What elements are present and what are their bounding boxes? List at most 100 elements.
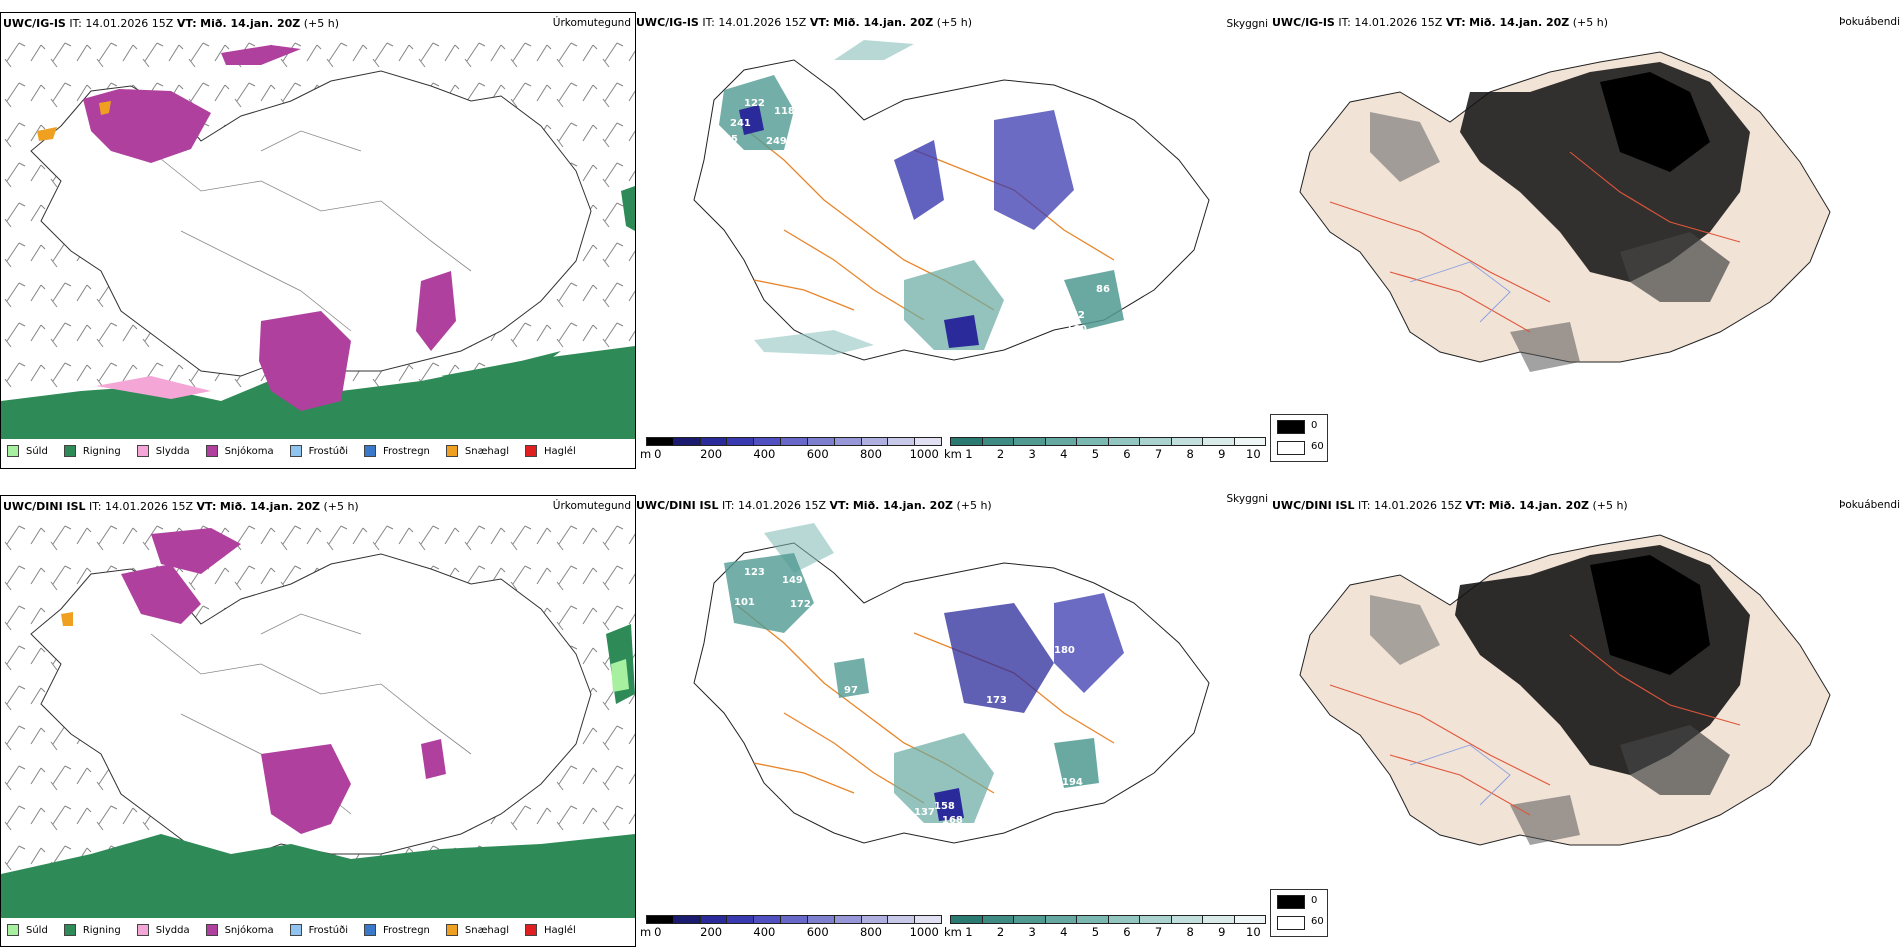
- model-name: UWC/IG-IS: [636, 16, 699, 29]
- swatch-snjokoma: [205, 445, 218, 457]
- precip-map: [1, 31, 635, 439]
- init-time: 14.01.2026 15Z: [1374, 499, 1463, 512]
- swatch-slydda: [136, 924, 149, 936]
- swatch-suld: [7, 445, 19, 457]
- lead-time: (+5 h): [303, 17, 340, 30]
- legend-item-suld: Súld: [7, 445, 48, 457]
- swatch-haglel: [525, 924, 538, 936]
- ceiling-label: 185: [952, 360, 973, 371]
- fog-swatch-0: [1277, 420, 1305, 434]
- legend-item-haglel: Haglél: [525, 445, 576, 457]
- ceiling-colorbar: [646, 915, 942, 924]
- visibility-colorbar: [950, 915, 1266, 924]
- ceiling-label: 137: [914, 807, 935, 818]
- swatch-frostregn: [364, 924, 376, 936]
- ceiling-label: 152: [1064, 310, 1085, 321]
- ceiling-label: 249: [766, 136, 787, 147]
- fog-swatch-60: [1277, 916, 1305, 930]
- ceiling-label: 158: [934, 801, 955, 812]
- ceiling-label: 194: [1062, 777, 1083, 788]
- visibility-panel: UWC/DINI ISL IT: 14.01.2026 15Z VT: Mið.…: [634, 493, 1270, 939]
- precip-type-panel: UWC/IG-IS IT: 14.01.2026 15Z VT: Mið. 14…: [0, 12, 636, 469]
- model-name: UWC/IG-IS: [3, 17, 66, 30]
- legend-item-frostudi: Frostúði: [289, 445, 348, 457]
- ceiling-label: 85: [724, 134, 738, 145]
- legend-item-slydda: Slydda: [136, 445, 190, 457]
- ceiling-label: 241: [730, 118, 751, 129]
- legend-item-slydda: Slydda: [136, 924, 190, 936]
- model-name: UWC/DINI ISL: [1272, 499, 1355, 512]
- panel-title: UWC/IG-IS IT: 14.01.2026 15Z VT: Mið. 14…: [636, 16, 973, 29]
- init-time: 14.01.2026 15Z: [85, 17, 174, 30]
- ceiling-label: 140: [786, 136, 807, 147]
- init-time: 14.01.2026 15Z: [738, 499, 827, 512]
- row-ig-is: UWC/IG-IS IT: 14.01.2026 15Z VT: Mið. 14…: [0, 12, 1900, 469]
- legend-item-frostudi: Frostúði: [289, 924, 348, 936]
- swatch-snaehagl: [445, 924, 458, 936]
- valid-time: Mið. 14.jan. 20Z: [1469, 16, 1570, 29]
- panel-name: Þokuábendi: [1839, 16, 1900, 28]
- fog-map: [1270, 515, 1900, 919]
- ceiling-label: 36: [916, 366, 930, 377]
- panel-title: UWC/IG-IS IT: 14.01.2026 15Z VT: Mið. 14…: [3, 17, 340, 30]
- ceiling-label: 86: [1096, 284, 1110, 295]
- ceiling-label: 123: [744, 567, 765, 578]
- precip-legend: Súld Rigning Slydda Snjókoma Frostúði Fr…: [7, 441, 592, 461]
- swatch-frostudi: [289, 445, 302, 457]
- fog-panel: UWC/IG-IS IT: 14.01.2026 15Z VT: Mið. 14…: [1270, 12, 1900, 467]
- panel-title: UWC/DINI ISL IT: 14.01.2026 15Z VT: Mið.…: [1272, 499, 1628, 512]
- valid-time: Mið. 14.jan. 20Z: [852, 499, 953, 512]
- init-time: 14.01.2026 15Z: [105, 500, 194, 513]
- precip-legend: Súld Rigning Slydda Snjókoma Frostúði Fr…: [7, 920, 592, 940]
- panel-name: Úrkomutegund: [552, 500, 631, 512]
- panel-name: Skyggni: [1226, 18, 1269, 30]
- ceiling-label: 168: [942, 815, 963, 826]
- swatch-suld: [7, 924, 19, 936]
- visibility-map: 123 149 101 172 180 173 97 194 158 168 1…: [634, 513, 1270, 911]
- panel-title: UWC/DINI ISL IT: 14.01.2026 15Z VT: Mið.…: [3, 500, 359, 513]
- legend-item-snaehagl: Snæhagl: [445, 445, 509, 457]
- swatch-rigning: [63, 924, 76, 936]
- swatch-frostudi: [289, 924, 302, 936]
- panel-title: UWC/IG-IS IT: 14.01.2026 15Z VT: Mið. 14…: [1272, 16, 1609, 29]
- ceiling-label: 149: [782, 575, 803, 586]
- fog-legend: 0 60: [1270, 414, 1328, 462]
- valid-time: Mið. 14.jan. 20Z: [219, 500, 320, 513]
- fog-swatch-0: [1277, 895, 1305, 909]
- legend-item-rigning: Rigning: [63, 445, 121, 457]
- ceiling-unit: m: [640, 925, 652, 939]
- swatch-rigning: [63, 445, 76, 457]
- valid-time: Mið. 14.jan. 20Z: [1488, 499, 1589, 512]
- precip-type-panel: UWC/DINI ISL IT: 14.01.2026 15Z VT: Mið.…: [0, 495, 636, 947]
- lead-time: (+5 h): [323, 500, 359, 513]
- swatch-slydda: [136, 445, 149, 457]
- panel-name: Úrkomutegund: [552, 17, 631, 29]
- fog-panel: UWC/DINI ISL IT: 14.01.2026 15Z VT: Mið.…: [1270, 495, 1900, 945]
- legend-item-snjokoma: Snjókoma: [205, 924, 274, 936]
- panel-title: UWC/DINI ISL IT: 14.01.2026 15Z VT: Mið.…: [636, 499, 992, 512]
- ceiling-label: 97: [844, 685, 858, 696]
- lead-time: (+5 h): [936, 16, 973, 29]
- valid-time: Mið. 14.jan. 20Z: [833, 16, 934, 29]
- valid-time: Mið. 14.jan. 20Z: [200, 17, 301, 30]
- fog-swatch-60: [1277, 441, 1305, 455]
- fog-map: [1270, 32, 1900, 442]
- fog-legend: 0 60: [1270, 889, 1328, 937]
- ceiling-label: 180: [1054, 645, 1075, 656]
- precip-map: [1, 514, 635, 918]
- visibility-map: 122 118 241 249 140 85 86 152 160 185 22…: [634, 30, 1270, 430]
- model-name: UWC/DINI ISL: [3, 500, 86, 513]
- swatch-frostregn: [364, 445, 376, 457]
- ceiling-label: 122: [744, 98, 765, 109]
- swatch-snjokoma: [205, 924, 218, 936]
- visibility-colorbar: [950, 437, 1266, 446]
- ceiling-label: 101: [734, 597, 755, 608]
- legend-item-snjokoma: Snjókoma: [205, 445, 274, 457]
- ceiling-label: 172: [790, 599, 811, 610]
- ceiling-label: 160: [1066, 324, 1087, 335]
- ceiling-label: 118: [774, 106, 795, 117]
- legend-item-suld: Súld: [7, 924, 48, 936]
- lead-time: (+5 h): [1572, 16, 1609, 29]
- legend-item-haglel: Haglél: [525, 924, 576, 936]
- swatch-haglel: [525, 445, 538, 457]
